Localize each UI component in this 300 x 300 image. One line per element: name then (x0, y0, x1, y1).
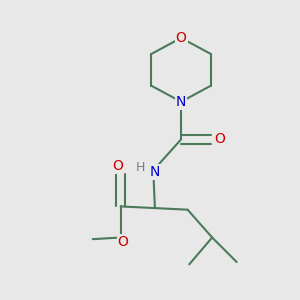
Text: N: N (150, 165, 160, 179)
Text: O: O (176, 31, 187, 45)
Text: O: O (118, 236, 129, 249)
Text: O: O (112, 158, 123, 172)
Text: N: N (176, 95, 186, 109)
Text: H: H (136, 161, 146, 174)
Text: O: O (214, 132, 225, 146)
